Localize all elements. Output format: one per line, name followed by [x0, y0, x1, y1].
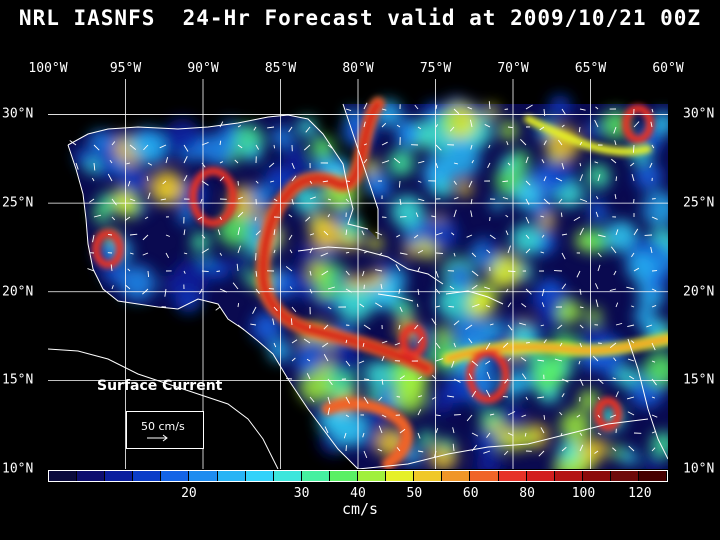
current-speed-map [48, 79, 668, 469]
colorbar-bin [301, 471, 330, 481]
colorbar-bin [245, 471, 274, 481]
colorbar-tick-label: 120 [628, 486, 652, 501]
current-streams [92, 97, 668, 469]
latitude-label: 20°N [2, 284, 34, 300]
colorbar-bin [554, 471, 583, 481]
latitude-label: 25°N [683, 195, 715, 211]
colorbar-bin [470, 471, 499, 481]
colorbar-bin [358, 471, 387, 481]
graticule [48, 79, 668, 469]
colorbar-bin [329, 471, 359, 481]
colorbar-bin [133, 471, 162, 481]
longitude-label: 65°W [574, 61, 607, 76]
longitude-label: 80°W [342, 61, 374, 76]
colorbar [48, 470, 668, 482]
colorbar-tick-label: 20 [181, 486, 197, 501]
colorbar-tick-label: 40 [350, 486, 366, 501]
colorbar-tick-label: 30 [293, 486, 310, 501]
colorbar-bin [582, 471, 611, 481]
overlay-label: Surface Current [97, 378, 223, 394]
latitude-label: 30°N [2, 106, 34, 122]
figure-title: NRL IASNFS 24-Hr Forecast valid at 2009/… [18, 6, 702, 30]
colorbar-units: cm/s [341, 500, 379, 518]
latitude-label: 15°N [683, 372, 715, 388]
colorbar-bin [498, 471, 527, 481]
colorbar-bin [105, 471, 134, 481]
latitude-label: 10°N [683, 461, 715, 477]
reference-vector-label: 50 cm/s [141, 420, 185, 433]
coastlines [48, 103, 668, 469]
colorbar-bin [189, 471, 218, 481]
colorbar-bin [217, 471, 246, 481]
colorbar-bin [273, 471, 302, 481]
colorbar-bin [526, 471, 555, 481]
colorbar-bin [386, 471, 415, 481]
colorbar-bin [638, 471, 668, 481]
longitude-label: 100°W [28, 61, 68, 76]
colorbar-bin [77, 471, 106, 481]
reference-vector-box: 50 cm/s [126, 411, 204, 449]
latitude-label: 25°N [2, 195, 34, 211]
colorbar-tick-label: 50 [406, 486, 423, 501]
longitude-label: 60°W [652, 61, 684, 76]
speed-field [75, 94, 668, 469]
longitude-label: 90°W [187, 61, 219, 76]
colorbar-tick-label: 60 [462, 486, 479, 501]
longitude-label: 85°W [264, 61, 297, 76]
colorbar-bin [414, 471, 443, 481]
latitude-label: 15°N [2, 372, 34, 388]
colorbar-tick-label: 100 [571, 486, 596, 501]
longitude-label: 95°W [109, 61, 142, 76]
longitude-label: 75°W [419, 61, 452, 76]
colorbar-bin [610, 471, 639, 481]
colorbar-bin [49, 471, 78, 481]
latitude-label: 30°N [683, 106, 715, 122]
longitude-label: 70°W [497, 61, 529, 76]
latitude-label: 10°N [2, 461, 34, 477]
colorbar-bin [442, 471, 471, 481]
colorbar-tick-label: 80 [519, 486, 535, 501]
latitude-label: 20°N [683, 284, 715, 300]
reference-arrow-icon [147, 434, 168, 442]
map-canvas [48, 79, 668, 469]
colorbar-bin [161, 471, 190, 481]
